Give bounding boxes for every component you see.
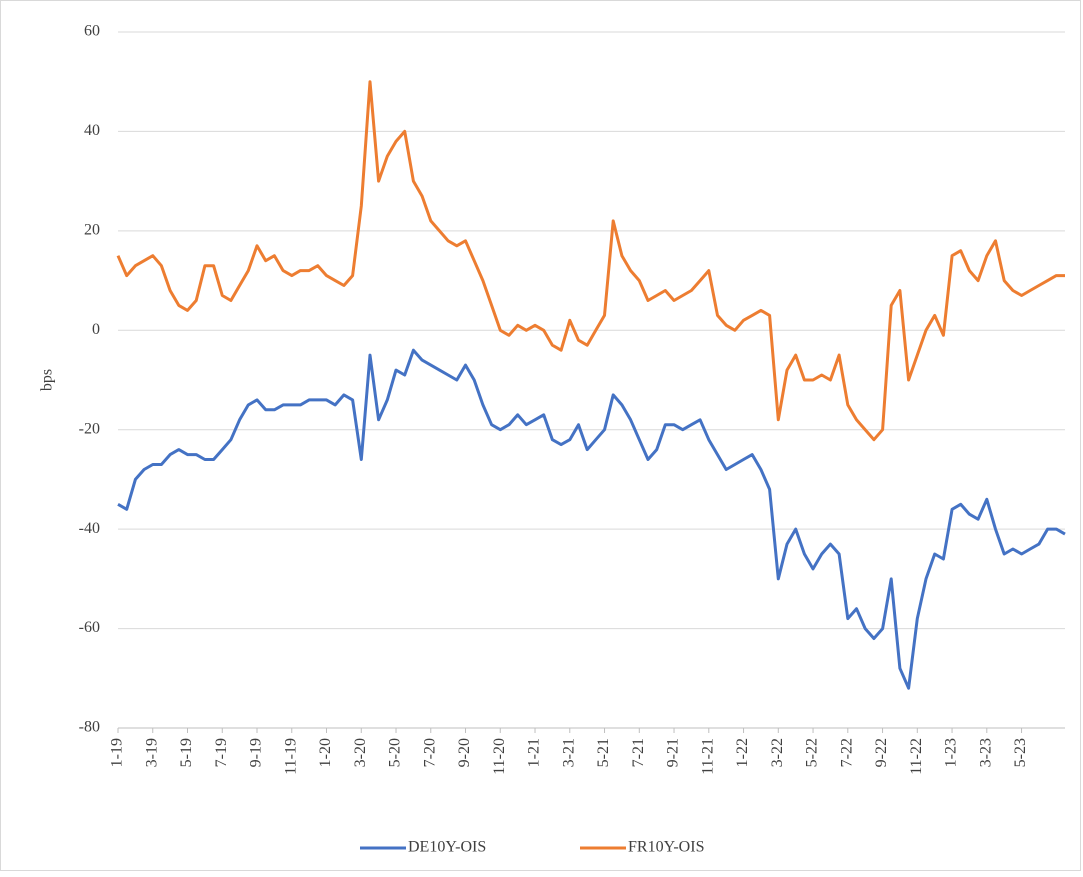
x-tick-label: 1-19: [109, 738, 126, 767]
x-tick-label: 1-23: [943, 738, 960, 767]
x-tick-label: 11-19: [282, 738, 299, 775]
x-tick-label: 5-20: [387, 738, 404, 767]
x-tick-label: 3-19: [143, 738, 160, 767]
x-tick-label: 3-23: [977, 738, 994, 767]
series-line: [117, 348, 1066, 690]
legend-label: DE10Y-OIS: [408, 839, 486, 856]
x-tick-label: 11-22: [908, 738, 925, 775]
x-tick-label: 7-19: [213, 738, 230, 767]
x-tick-label: 3-21: [560, 738, 577, 767]
x-tick-label: 5-22: [804, 738, 821, 767]
y-axis-label: bps: [39, 369, 56, 391]
x-tick-label: 3-20: [352, 738, 369, 767]
y-tick-label: 60: [84, 23, 100, 40]
series-line: [116, 80, 1065, 442]
y-tick-label: 20: [84, 222, 100, 239]
x-tick-label: 7-22: [838, 738, 855, 767]
y-tick-label: -40: [79, 520, 100, 537]
x-tick-label: 7-20: [421, 738, 438, 767]
x-tick-label: 5-21: [595, 738, 612, 767]
x-tick-label: 3-22: [769, 738, 786, 767]
y-tick-label: -80: [79, 719, 100, 736]
x-tick-label: 7-21: [630, 738, 647, 767]
y-tick-label: -60: [79, 619, 100, 636]
x-tick-label: 9-20: [456, 738, 473, 767]
x-tick-label: 11-20: [491, 738, 508, 775]
x-tick-label: 1-20: [317, 738, 334, 767]
x-tick-label: 5-19: [178, 738, 195, 767]
x-tick-label: 1-21: [526, 738, 543, 767]
x-tick-label: 9-22: [873, 738, 890, 767]
x-tick-label: 5-23: [1012, 738, 1029, 767]
y-tick-label: -20: [79, 420, 100, 437]
legend-label: FR10Y-OIS: [628, 839, 704, 856]
y-tick-label: 0: [92, 321, 100, 338]
x-tick-label: 11-21: [699, 738, 716, 775]
y-tick-label: 40: [84, 122, 100, 139]
x-tick-label: 9-19: [248, 738, 265, 767]
x-tick-label: 9-21: [665, 738, 682, 767]
x-tick-label: 1-22: [734, 738, 751, 767]
